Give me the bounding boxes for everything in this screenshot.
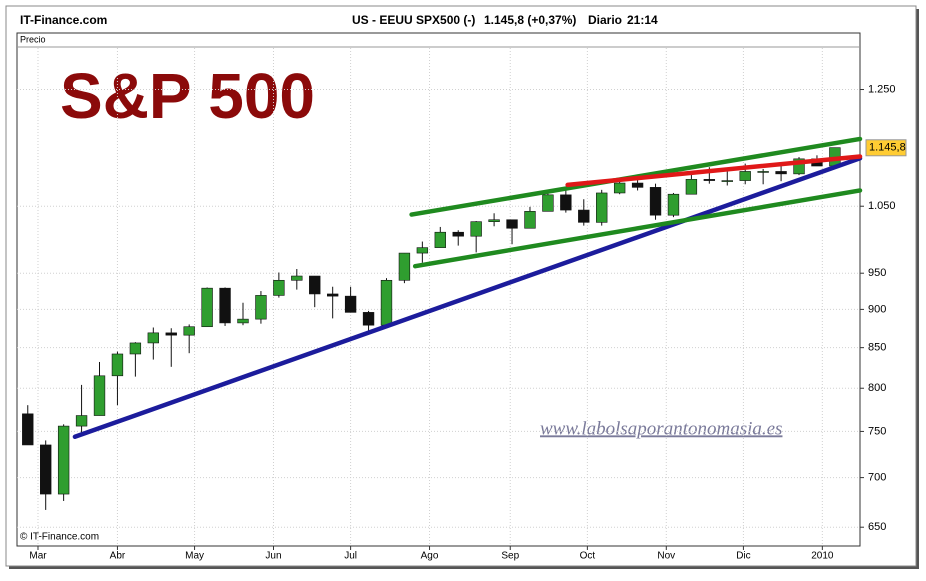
candle-body — [667, 193, 680, 216]
trend-line — [412, 188, 863, 269]
y-tick-label: 1.050 — [868, 200, 896, 212]
candle-body — [326, 293, 339, 297]
candle-body — [309, 275, 321, 295]
candle-body — [685, 179, 698, 195]
candle-body — [524, 211, 536, 229]
y-tick-label: 800 — [868, 382, 886, 394]
y-tick-label: 900 — [868, 303, 886, 315]
quote: 1.145,8 (+0,37%) — [484, 13, 576, 27]
x-tick-label: Ago — [421, 551, 439, 562]
y-tick-label: 650 — [868, 521, 886, 533]
candle-body — [57, 425, 70, 495]
x-tick-label: Abr — [110, 551, 126, 562]
last-price-box — [865, 139, 907, 157]
instrument: US - EEUU SPX500 (-) — [352, 13, 475, 27]
x-tick-label: 2010 — [811, 551, 834, 562]
candle-body — [775, 171, 787, 175]
y-tick-label: 700 — [868, 472, 886, 484]
candle-body — [93, 375, 106, 416]
panel-label: Precio — [20, 34, 46, 44]
candle-body — [542, 194, 554, 212]
candle-body — [793, 158, 805, 175]
y-tick-label: 750 — [868, 425, 886, 437]
chart-title: S&P 500 — [60, 60, 315, 132]
candle-body — [757, 171, 769, 173]
candle-body — [452, 231, 464, 237]
candle-body — [201, 287, 213, 328]
candle-body — [255, 295, 267, 320]
plot-area — [16, 32, 861, 547]
candle-body — [129, 342, 142, 355]
candle-body — [291, 275, 303, 281]
candle-body — [183, 326, 195, 336]
candle-body — [739, 171, 751, 181]
candle-body — [22, 413, 34, 446]
candle-body — [75, 415, 88, 427]
candle-body — [470, 221, 482, 237]
time: 21:14 — [627, 13, 658, 27]
candle-body — [362, 312, 375, 326]
x-tick-label: Sep — [501, 551, 519, 562]
candle-body — [613, 182, 626, 194]
candle-body — [649, 187, 662, 216]
watermark: www.labolsaporantonomasia.es — [540, 418, 782, 439]
candle-body — [434, 231, 446, 248]
x-tick-label: Oct — [580, 551, 596, 562]
candle-body — [40, 444, 52, 495]
candle-body — [273, 279, 285, 296]
trend-line — [565, 154, 863, 188]
trend-line — [72, 156, 863, 440]
last-price-label: 1.145,8 — [869, 142, 906, 154]
x-tick-label: Jun — [265, 551, 281, 562]
candle-body — [398, 252, 411, 281]
candle-body — [416, 247, 429, 254]
candle-body — [560, 194, 572, 211]
x-tick-label: Mar — [29, 551, 47, 562]
candle-body — [721, 180, 733, 182]
y-tick-label: 1.250 — [868, 83, 896, 95]
candle-body — [380, 279, 393, 326]
period: Diario — [588, 13, 622, 27]
x-tick-label: Nov — [657, 551, 675, 562]
candle-body — [703, 179, 716, 181]
candle-body — [578, 209, 590, 223]
candle-body — [506, 219, 518, 229]
candle-body — [344, 295, 357, 313]
y-tick-label: 850 — [868, 342, 886, 354]
y-tick-label: 950 — [868, 267, 886, 279]
candle-body — [147, 332, 159, 344]
candle-body — [165, 332, 177, 336]
candle-body — [111, 353, 124, 377]
copyright: © IT-Finance.com — [20, 532, 99, 543]
x-tick-label: Jul — [344, 551, 357, 562]
candle-body — [596, 192, 608, 223]
candle-body — [237, 318, 249, 324]
candle-body — [631, 182, 644, 188]
candle-body — [488, 219, 500, 222]
candle-body — [219, 287, 231, 324]
x-tick-label: Dic — [736, 551, 750, 562]
site-name: IT-Finance.com — [20, 13, 107, 27]
x-tick-label: May — [185, 551, 204, 562]
